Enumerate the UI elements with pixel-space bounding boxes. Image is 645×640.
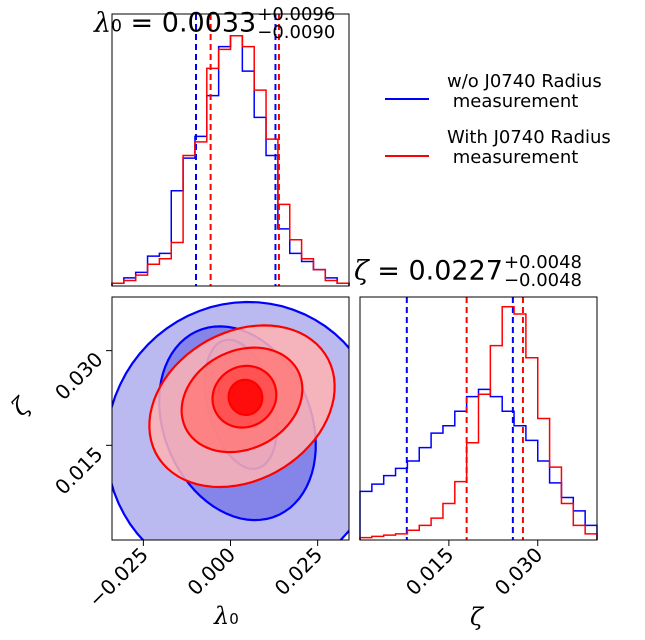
contour-layer [112,300,349,540]
lambda0-histogram [111,13,350,287]
lambda0-frame [111,13,350,287]
legend-label-without-1: w/o J0740 Radius [447,71,602,92]
zeta-title-value: 0.0227 [408,255,503,287]
lambda0-title-minus: −0.0090 [257,22,336,43]
x-axis-label-lambda0-symbol: λ [214,602,230,630]
x-tick-label-lambda0-2: 0.025 [270,543,327,600]
zeta-title-symbol: ζ [354,255,369,287]
contour-panel [111,296,350,541]
lambda0-title-value: 0.0033 [161,7,257,39]
lambda0-hist-blue [111,35,350,286]
lambda0-title-errors: +0.0096 −0.0090 [257,6,335,42]
lambda0-title-eq: = [130,7,162,39]
y-tick-label-zeta-0: 0.015 [50,442,107,499]
lambda0-title-symbol: λ [94,7,112,39]
x-axis-label-lambda0: λ0 [214,602,239,630]
legend-label-without: w/o J0740 Radius measurement [447,72,602,112]
zeta-histogram [359,296,598,541]
x-axis-label-zeta: ζ [470,603,483,631]
x-tick-label-lambda0-1: 0.000 [183,543,240,600]
x-axis-label-lambda0-sub: 0 [229,610,239,628]
zeta-title-plus: +0.0048 [503,252,583,273]
legend-label-with: With J0740 Radius measurement [447,128,611,168]
zeta-hist-red [359,305,598,540]
zeta-frame [359,296,598,541]
x-tick-label-zeta-0: 0.015 [401,543,458,600]
zeta-title-minus: −0.0048 [503,270,583,291]
x-axis-label-zeta-symbol: ζ [470,603,484,631]
lambda0-title-sub: 0 [111,16,122,37]
lambda0-hist-red [111,35,350,286]
x-tick-label-zeta-1: 0.030 [490,543,547,600]
legend-line-red [385,155,429,157]
lambda0-title-plus: +0.0096 [257,4,336,25]
contour-red-level-3 [227,378,264,416]
zeta-title: ζ = 0.0227 +0.0048 −0.0048 [354,254,582,290]
y-tick-label-zeta-1: 0.030 [50,347,107,404]
legend-line-blue [385,98,429,100]
legend-label-with-1: With J0740 Radius [447,127,611,148]
legend-label-with-2: measurement [447,147,579,168]
legend-label-without-2: measurement [447,91,579,112]
zeta-title-errors: +0.0048 −0.0048 [504,254,582,290]
zeta-title-eq: = [377,255,409,287]
lambda0-title: λ0 = 0.0033 +0.0096 −0.0090 [94,6,335,42]
x-tick-label-lambda0-0: −0.025 [84,543,153,612]
